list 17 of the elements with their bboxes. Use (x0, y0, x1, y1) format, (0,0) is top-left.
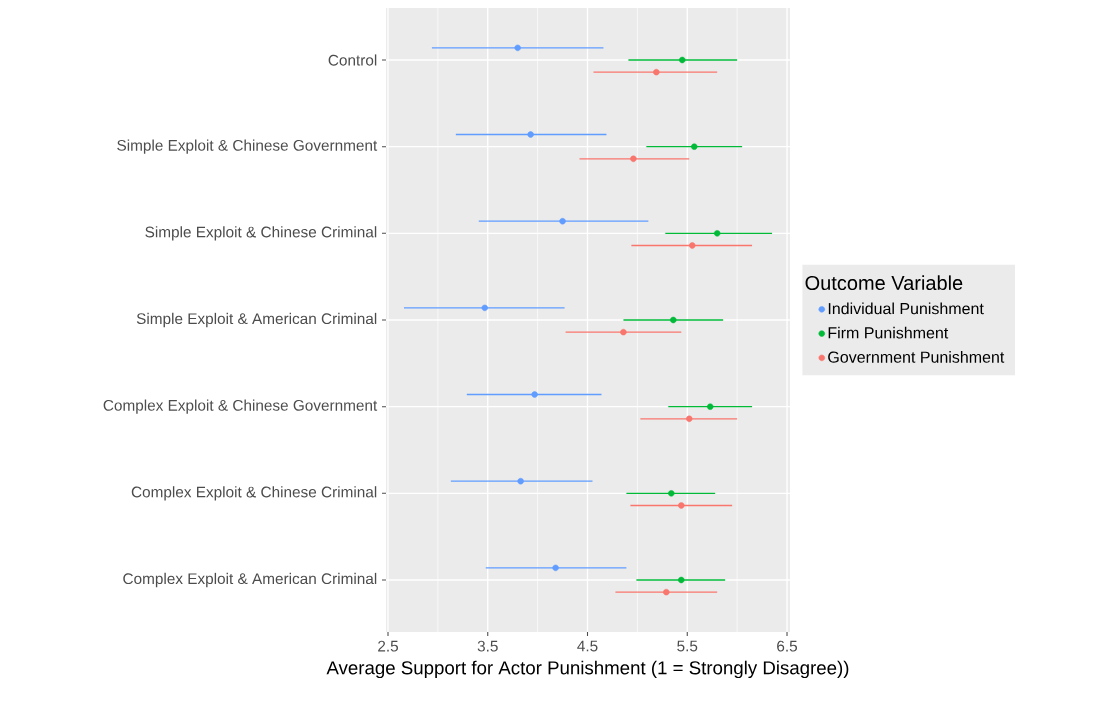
y-tick-label: Simple Exploit & American Criminal (136, 312, 377, 328)
legend-label: Government Punishment (828, 351, 1005, 363)
x-tick-label: 5.5 (677, 640, 698, 652)
y-tick-label: Control (328, 54, 377, 66)
x-tick-label: 6.5 (777, 640, 798, 652)
x-tick-label: 4.5 (577, 640, 598, 652)
x-axis-title: Average Support for Actor Punishment (1 = Strongly Disagree)) (326, 660, 849, 679)
legend-title: Outcome Variable (805, 275, 963, 291)
y-tick-label: Simple Exploit & Chinese Government (117, 139, 378, 154)
legend-label: Firm Punishment (828, 326, 949, 339)
x-tick-label: 2.5 (378, 640, 399, 652)
x-tick-label: 3.5 (477, 640, 498, 652)
legend-label: Individual Punishment (828, 302, 984, 315)
y-tick-label: Complex Exploit & Chinese Government (103, 399, 378, 414)
y-tick-label: Complex Exploit & American Criminal (123, 572, 377, 588)
y-tick-label: Complex Exploit & Chinese Criminal (131, 486, 377, 501)
y-tick-label: Simple Exploit & Chinese Criminal (145, 226, 377, 241)
